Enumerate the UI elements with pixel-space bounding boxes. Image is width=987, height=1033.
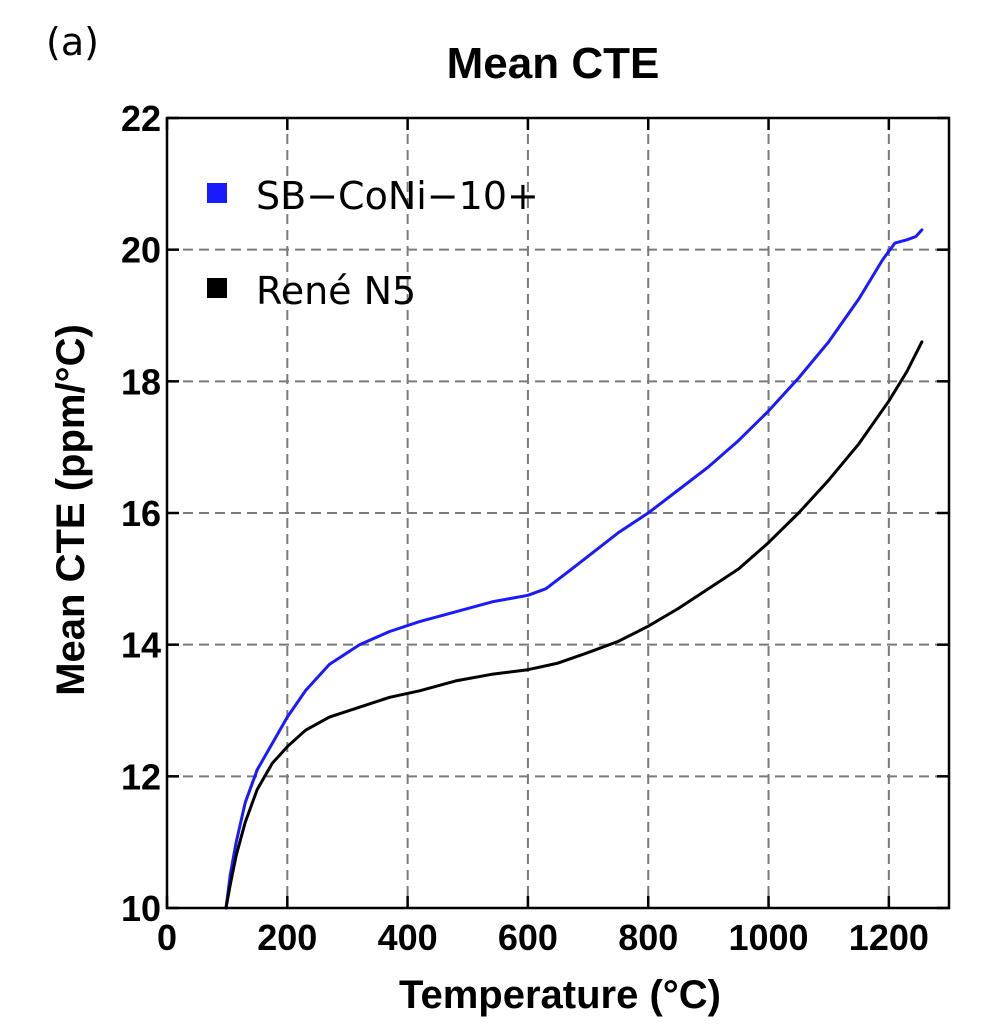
x-tick-label: 200 [257,917,317,958]
grid [167,118,949,908]
y-tick-label: 18 [121,361,161,402]
x-tick-label: 400 [378,917,438,958]
y-tick-label: 22 [121,98,161,139]
series-group [224,228,924,910]
x-tick-label: 800 [618,917,678,958]
x-tick-label: 1000 [728,917,808,958]
panel-label: (a) [46,20,99,64]
x-tick-label: 600 [498,917,558,958]
legend-label: René N5 [256,269,416,313]
legend-swatch [207,278,227,298]
axis-ticks [165,116,949,910]
tick-labels: 0 200 400 600 800 1000 1200 10 12 14 16 18 20 22 [121,98,929,958]
y-tick-label: 20 [121,230,161,271]
series-line-1 [224,228,924,910]
x-axis-label: Temperature (°C) [399,973,721,1017]
y-tick-label: 14 [121,625,161,666]
x-tick-label: 0 [157,917,177,958]
series-line-2 [224,340,924,910]
y-axis-label: Mean CTE (ppm/°C) [49,324,93,696]
y-tick-label: 10 [121,888,161,929]
x-tick-label: 1200 [849,917,929,958]
y-tick-label: 12 [121,756,161,797]
legend-label: SB−CoNi−10+ [256,174,539,218]
y-tick-label: 16 [121,493,161,534]
chart-title: Mean CTE [447,39,660,88]
legend-swatch [207,183,227,203]
legend: SB−CoNi−10+ René N5 [207,174,539,313]
